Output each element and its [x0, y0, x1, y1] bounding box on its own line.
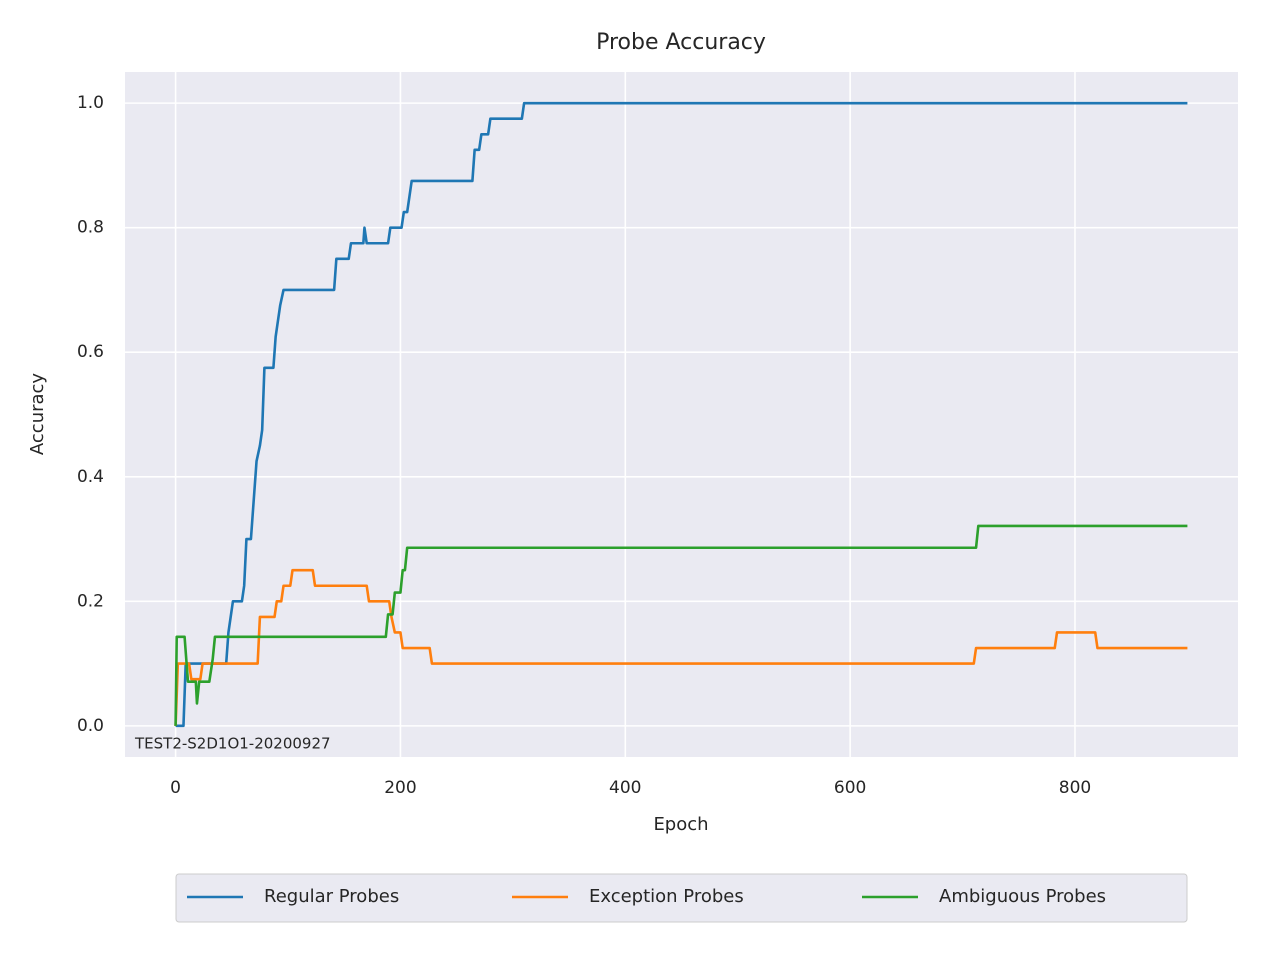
y-axis-label: Accuracy — [27, 373, 48, 456]
y-tick-label: 1.0 — [77, 93, 104, 113]
annotation: TEST2-S2D1O1-20200927 — [134, 735, 331, 753]
lines — [174, 101, 1188, 728]
y-tick-label: 0.4 — [77, 467, 104, 487]
series-line — [175, 101, 1188, 728]
legend — [175, 873, 1188, 923]
grid — [125, 72, 1238, 757]
x-tick-label: 200 — [384, 778, 416, 798]
x-tick-label: 0 — [170, 778, 181, 798]
series-line — [174, 524, 1188, 726]
x-tick-label: 800 — [1059, 778, 1091, 798]
x-tick-label: 400 — [609, 778, 641, 798]
y-tick-label: 0.0 — [77, 716, 104, 736]
x-tick-label: 600 — [834, 778, 866, 798]
legend-label: Ambiguous Probes — [939, 886, 1106, 907]
plot-area — [125, 72, 1238, 757]
x-axis-label: Epoch — [653, 814, 708, 835]
y-tick-label: 0.8 — [77, 218, 104, 238]
chart-title: Probe Accuracy — [596, 30, 766, 55]
legend-entries: Regular Probes Exception Probes Ambiguous … — [187, 886, 1106, 907]
y-tick-label: 0.2 — [77, 591, 104, 611]
legend-label: Exception Probes — [589, 886, 744, 907]
y-tick-label: 0.6 — [77, 342, 104, 362]
legend-label: Regular Probes — [264, 886, 399, 907]
